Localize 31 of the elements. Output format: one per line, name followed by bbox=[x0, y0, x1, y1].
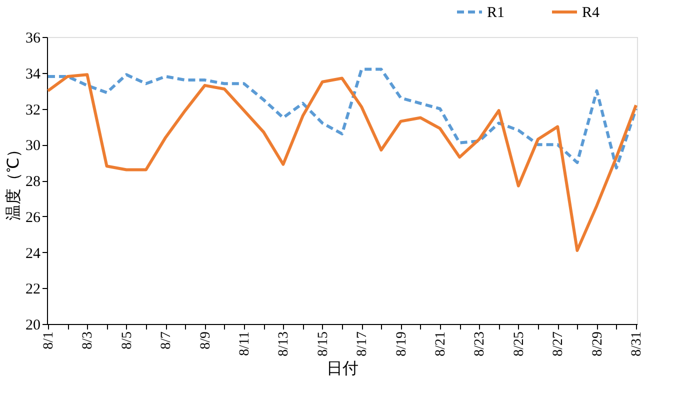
x-tick-label: 8/13 bbox=[276, 332, 292, 356]
x-tick-label: 8/27 bbox=[551, 332, 566, 356]
y-tick-label: 22 bbox=[26, 282, 40, 298]
y-tick-label: 28 bbox=[26, 174, 40, 190]
legend-label: R4 bbox=[582, 5, 600, 21]
x-tick-label: 8/7 bbox=[159, 332, 174, 350]
x-tick-label: 8/23 bbox=[472, 332, 488, 356]
line-series bbox=[46, 68, 638, 170]
x-tick-label: 8/3 bbox=[80, 332, 96, 350]
x-tick-label: 8/15 bbox=[316, 332, 331, 356]
y-tick-label: 24 bbox=[26, 246, 41, 262]
legend-label: R1 bbox=[487, 5, 505, 21]
y-tick-label: 26 bbox=[26, 210, 41, 226]
x-tick-label: 8/25 bbox=[512, 332, 527, 356]
y-tick-label: 32 bbox=[26, 102, 40, 118]
y-tick-label: 36 bbox=[26, 30, 41, 46]
x-tick-label: 8/9 bbox=[198, 332, 214, 350]
y-tick-label: 30 bbox=[26, 138, 40, 154]
y-tick-label: 34 bbox=[26, 66, 41, 82]
x-axis-title: 日付 bbox=[326, 360, 358, 378]
x-tick-label: 8/5 bbox=[120, 332, 135, 350]
y-axis-title: 温度（℃） bbox=[4, 142, 22, 220]
x-tick-label: 8/29 bbox=[590, 332, 606, 356]
y-tick-label: 20 bbox=[26, 318, 40, 334]
line-series bbox=[46, 73, 638, 252]
x-tick-label: 8/31 bbox=[630, 332, 645, 356]
x-tick-label: 8/17 bbox=[355, 332, 370, 356]
x-tick-label: 8/1 bbox=[41, 332, 56, 350]
x-tick-label: 8/19 bbox=[394, 332, 410, 356]
x-tick-label: 8/21 bbox=[434, 332, 449, 356]
x-tick-label: 8/11 bbox=[237, 332, 252, 356]
